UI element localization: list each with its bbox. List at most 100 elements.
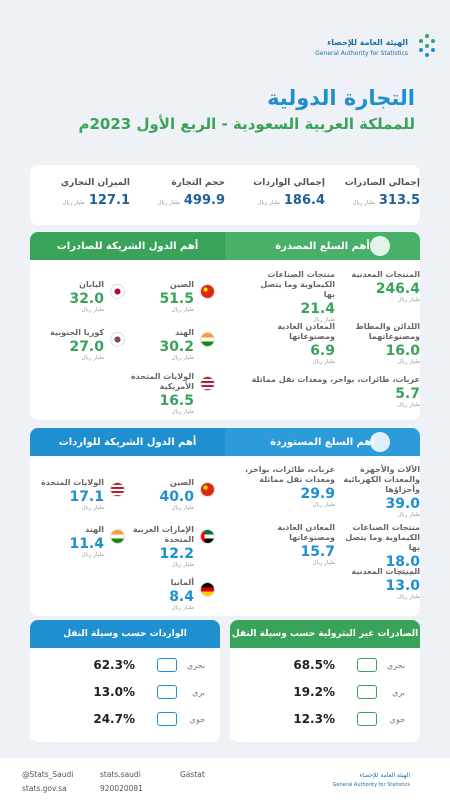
unit: مليار ريال — [171, 307, 194, 314]
partner: الهند 30.2 مليار ريال — [120, 328, 215, 361]
unit: مليار ريال — [397, 402, 420, 409]
transport-share: 19.2% — [293, 685, 335, 699]
summary-label: حجم التجارة — [171, 178, 225, 188]
footer — [0, 758, 450, 800]
transport-icon — [157, 712, 177, 726]
section-bar: أهم السلع المصدرة — [225, 232, 420, 260]
partner-text: كوريا الجنوبية 27.0 مليار ريال — [50, 328, 104, 361]
partner-value: 17.1 — [69, 489, 104, 505]
commodity: عربات، طائرات، بواخر، ومعدات نقل مماثلة 2… — [245, 465, 335, 508]
flag — [200, 482, 215, 497]
transport-share: 12.3% — [293, 712, 335, 726]
commodity: المعادن العادية ومصنوعاتها 6.9 مليار ريال — [250, 322, 335, 365]
imports-card — [30, 428, 420, 616]
transport-mode: بحري — [186, 660, 205, 670]
partner-value: 8.4 — [169, 589, 194, 605]
unit: مليار ريال — [171, 605, 194, 612]
flag — [200, 376, 215, 391]
transport-row: بحري 62.3% — [40, 655, 205, 675]
commodity-value: 16.0 — [385, 343, 420, 359]
transport-share: 62.3% — [93, 658, 135, 672]
summary-value-row: 186.4 مليار ريال — [230, 193, 326, 208]
commodity-name: منتجات الصناعات الكيماوية وما يتصل بها — [260, 270, 335, 299]
partner-name: الهند — [175, 328, 194, 337]
commodity-value: 39.0 — [385, 496, 420, 512]
commodity-name: منتجات الصناعات الكيماوية وما يتصل بها — [345, 523, 420, 552]
summary-value: 499.9 — [183, 193, 225, 208]
transport-row: بري 13.0% — [40, 682, 205, 702]
transport-row: جوي 12.3% — [240, 709, 405, 729]
flag — [110, 482, 125, 497]
partner: الولايات المتحدة الأمريكية 16.5 مليار ريال — [95, 372, 215, 415]
transport-icon — [157, 658, 177, 672]
summary-value: 313.5 — [378, 193, 420, 208]
unit: مليار ريال — [81, 355, 104, 362]
flag — [110, 332, 125, 347]
partner-text: الهند 30.2 مليار ريال — [159, 328, 194, 361]
commodity: الآلات والأجهزة والمعدات الكهربائية وأجز… — [340, 465, 420, 518]
commodity: اللدائن والمطاط ومصنوعاتهما 16.0 مليار ريا… — [345, 322, 420, 365]
commodity-name: المعادن العادية ومصنوعاتها — [277, 322, 335, 341]
partner-value: 51.5 — [159, 291, 194, 307]
partner-name: الولايات المتحدة الأمريكية — [130, 372, 194, 391]
unit: مليار ريال — [397, 594, 420, 601]
transport-row: بري 19.2% — [240, 682, 405, 702]
flag — [110, 529, 125, 544]
partner: الصين 40.0 مليار ريال — [120, 478, 215, 511]
flag — [200, 332, 215, 347]
transport-icon — [357, 685, 377, 699]
unit: مليار ريال — [397, 359, 420, 366]
commodity-value: 15.7 — [300, 544, 335, 560]
partner-text: الهند 11.4 مليار ريال — [69, 525, 104, 558]
flag — [200, 582, 215, 597]
summary-label: إجمالي الواردات — [253, 178, 325, 188]
transport-mode: بري — [192, 687, 205, 697]
unit: مليار ريال — [312, 359, 335, 366]
transport-mode: بحري — [386, 660, 405, 670]
partner-value: 16.5 — [159, 393, 194, 409]
org-ar: الهيئة العامة للإحصاء — [327, 38, 408, 47]
section-bar: أهم السلع المستوردة — [225, 428, 420, 456]
commodity: المنتجات المعدنية 246.4 مليار ريال — [345, 270, 420, 303]
section-icon — [370, 236, 390, 256]
unit: مليار ريال — [157, 200, 180, 206]
commodity-name: المنتجات المعدنية — [351, 270, 420, 279]
title: التجارة الدولية — [267, 86, 415, 110]
partner-text: الولايات المتحدة الأمريكية 16.5 مليار ريال — [95, 372, 194, 415]
section-bar: الواردات حسب وسيلة النقل — [30, 620, 220, 648]
partner: الصين 51.5 مليار ريال — [120, 280, 215, 313]
summary-value: 127.1 — [88, 193, 130, 208]
partner: الإمارات العربية المتحدة 12.2 مليار ريال — [120, 525, 215, 568]
commodity: المعادن العادية ومصنوعاتها 15.7 مليار ريال — [245, 523, 335, 566]
unit: مليار ريال — [312, 317, 335, 324]
commodity-value: 18.0 — [385, 554, 420, 570]
section-bar: أهم الدول الشريكة للواردات — [30, 428, 225, 456]
commodity-name: المعادن العادية ومصنوعاتها — [277, 523, 335, 542]
partner-value: 30.2 — [159, 339, 194, 355]
commodity-name: عربات، طائرات، بواخر، ومعدات نقل مماثلة — [251, 375, 420, 384]
partner-text: ألمانيا 8.4 مليار ريال — [169, 578, 194, 611]
unit: مليار ريال — [397, 512, 420, 519]
commodity-value: 6.9 — [310, 343, 335, 359]
section-icon — [370, 432, 390, 452]
summary-value-row: 313.5 مليار ريال — [325, 193, 421, 208]
unit: مليار ريال — [171, 505, 194, 512]
summary-value-row: 127.1 مليار ريال — [35, 193, 131, 208]
subtitle: للمملكة العربية السعودية - الربع الأول 2… — [78, 115, 415, 133]
unit: مليار ريال — [312, 502, 335, 509]
unit: مليار ريال — [81, 505, 104, 512]
summary-value: 186.4 — [283, 193, 325, 208]
commodity-value: 5.7 — [395, 386, 420, 402]
flag — [200, 529, 215, 544]
footer-org: الهيئة العامة للإحصاء — [359, 772, 410, 779]
unit: مليار ريال — [81, 552, 104, 559]
unit: مليار ريال — [352, 200, 375, 206]
linkedin: Gastat — [180, 770, 205, 779]
summary-value-row: 499.9 مليار ريال — [130, 193, 226, 208]
partner-text: الإمارات العربية المتحدة 12.2 مليار ريال — [120, 525, 194, 568]
partner-name: الصين — [169, 280, 194, 289]
transport-mode: بري — [392, 687, 405, 697]
partner-value: 40.0 — [159, 489, 194, 505]
summary-item: الميزان التجاري 127.1 مليار ريال — [35, 178, 130, 208]
